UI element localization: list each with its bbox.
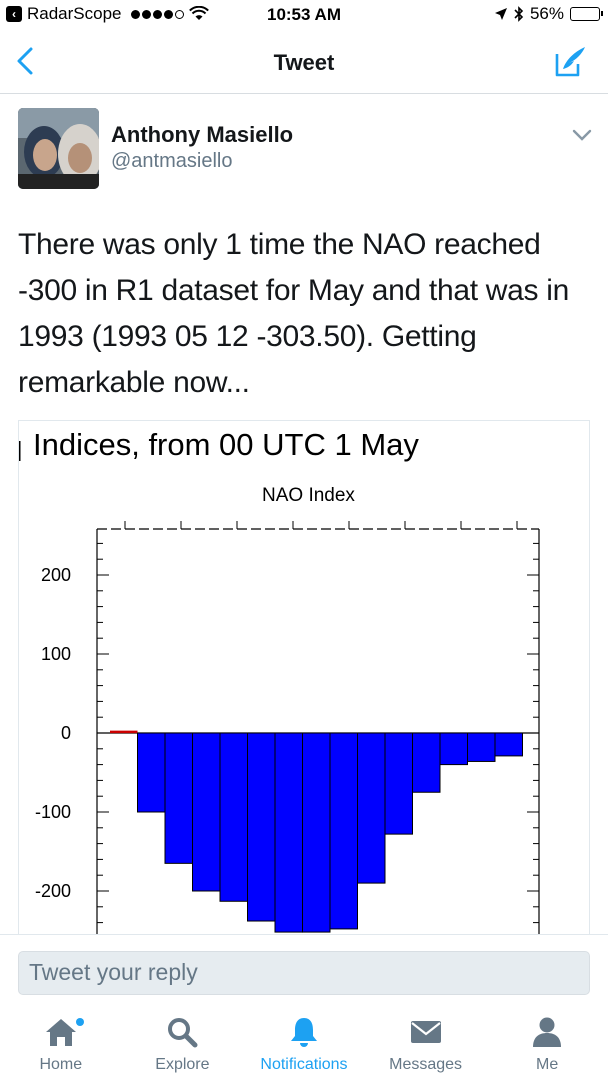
tab-label: Notifications (260, 1056, 348, 1073)
y-tick-label: -200 (35, 881, 71, 901)
wifi-icon (188, 6, 209, 20)
page-title: Tweet (273, 50, 335, 75)
bar-negative (164, 732, 193, 864)
bar-negative (329, 732, 358, 930)
status-right: 56% (494, 4, 603, 24)
bar-positive (110, 730, 138, 734)
back-to-app-icon[interactable]: ‹ (6, 6, 22, 22)
signal-strength-icon (130, 9, 184, 19)
person-icon (533, 1017, 562, 1047)
bluetooth-icon (514, 6, 524, 22)
reply-input[interactable]: Tweet your reply (18, 951, 590, 995)
new-content-dot (76, 1018, 84, 1026)
compose-tweet-icon[interactable] (554, 44, 588, 78)
battery-percent: 56% (529, 4, 564, 23)
status-time: 10:53 AM (266, 5, 341, 24)
author-handle[interactable]: @antmasiello (111, 150, 233, 172)
search-icon (168, 1018, 198, 1048)
tab-me[interactable]: Me (486, 1004, 608, 1080)
chart-title: Indices, from 00 UTC 1 May (33, 427, 419, 462)
y-tick-label: 100 (41, 644, 71, 664)
navigation-bar: Tweet (0, 32, 608, 94)
envelope-icon (410, 1021, 441, 1043)
bar-negative (247, 732, 276, 922)
tab-explore[interactable]: Explore (122, 1004, 244, 1080)
y-tick-label: -100 (35, 802, 71, 822)
tweet-text: There was only 1 time the NAO reached -3… (18, 228, 570, 399)
y-tick-label: 200 (41, 565, 71, 585)
tab-messages[interactable]: Messages (365, 1004, 487, 1080)
tab-label: Messages (389, 1056, 463, 1073)
tab-label: Me (536, 1056, 559, 1073)
bell-icon (290, 1018, 317, 1047)
chevron-down-icon[interactable] (572, 128, 592, 142)
y-tick-label: 0 (61, 723, 71, 743)
chart-subtitle: NAO Index (262, 485, 355, 506)
tab-notifications[interactable]: Notifications (243, 1004, 365, 1080)
bar-negative (302, 732, 331, 933)
home-icon (45, 1019, 76, 1046)
nao-index-chart: 200 100 0 -100 -200 (19, 441, 540, 934)
bar-negative (467, 732, 496, 762)
avatar-photo (18, 108, 99, 189)
reply-bar: Tweet your reply (0, 934, 608, 1002)
bar-negative (192, 732, 221, 892)
bar-negative (384, 732, 413, 835)
author-name[interactable]: Anthony Masiello (111, 122, 294, 147)
chevron-left-icon[interactable] (14, 46, 38, 76)
tweet-media-image[interactable]: 200 100 0 -100 -200 Indices, from 00 UTC 1 M… (18, 420, 590, 934)
location-arrow-icon (494, 8, 507, 20)
battery-icon (570, 7, 603, 21)
status-bar: ‹ RadarScope 10:53 AM 56% (0, 0, 608, 32)
back-app-label[interactable]: RadarScope (27, 4, 122, 23)
bar-negative (274, 732, 303, 933)
status-left: ‹ RadarScope (6, 4, 209, 24)
tab-label: Explore (155, 1056, 210, 1073)
bar-negative (494, 732, 523, 757)
avatar[interactable] (18, 108, 99, 189)
bar-negative (357, 732, 386, 884)
bar-negative (137, 732, 166, 813)
bar-negative (412, 732, 441, 793)
tab-bar: Home Explore Notifications Messages Me (0, 1004, 608, 1080)
tab-home[interactable]: Home (0, 1004, 122, 1080)
bar-negative (439, 732, 468, 766)
tab-label: Home (39, 1056, 83, 1073)
bar-negative (219, 732, 248, 902)
